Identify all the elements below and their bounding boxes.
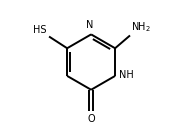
Text: NH: NH: [119, 70, 134, 80]
Text: NH$_2$: NH$_2$: [131, 21, 151, 34]
Text: HS: HS: [33, 25, 47, 35]
Text: O: O: [87, 114, 95, 124]
Text: N: N: [86, 20, 94, 30]
